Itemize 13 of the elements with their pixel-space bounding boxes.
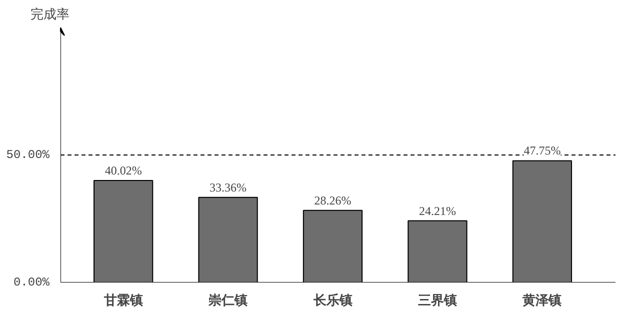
x-tick-label: 长乐镇 <box>312 292 352 308</box>
x-tick-label: 甘霖镇 <box>102 294 143 308</box>
y-axis-title: 完成率 <box>30 6 70 22</box>
x-tick-label: 三界镇 <box>418 294 457 308</box>
data-label: 28.26% <box>314 193 352 208</box>
y-tick-label: 50.00% <box>6 148 50 162</box>
data-label: 33.36% <box>210 180 247 194</box>
y-tick-label: 0.00% <box>13 276 50 290</box>
x-tick-label: 黄泽镇 <box>522 294 562 308</box>
data-label: 40.02% <box>104 163 142 178</box>
x-tick-label: 崇仁镇 <box>208 294 248 308</box>
data-label: 47.75% <box>524 144 561 158</box>
data-label: 24.21% <box>418 204 456 218</box>
